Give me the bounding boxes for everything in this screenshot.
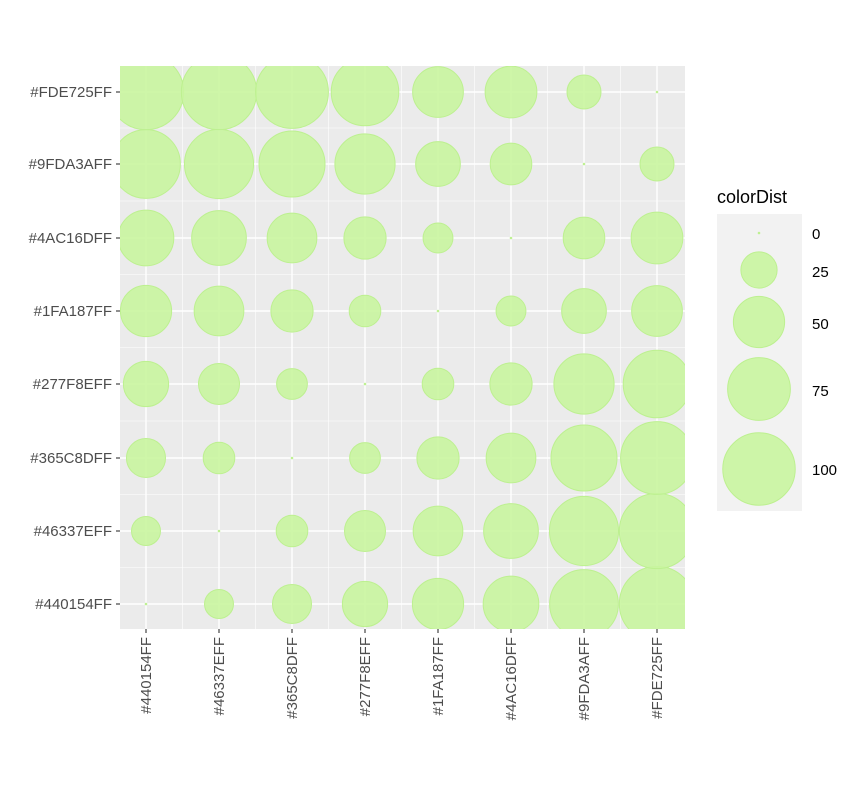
bubble-point — [582, 162, 586, 166]
bubble-point — [217, 529, 221, 533]
legend-key-bubble — [757, 231, 761, 235]
bubble-point — [120, 129, 181, 199]
legend-key-bubble — [722, 432, 796, 506]
x-tick-label: #46337EFF — [211, 637, 228, 715]
y-axis: #440154FF #46337EFF #365C8DFF #277F8EFF #1FA… — [29, 84, 120, 613]
legend-label: 0 — [812, 226, 820, 243]
bubble-point — [131, 516, 161, 546]
bubble-point — [412, 66, 464, 118]
bubble-point — [483, 503, 539, 559]
x-tick-label: #1FA187FF — [430, 637, 447, 715]
y-tick-label: #440154FF — [35, 596, 112, 613]
bubble-point — [489, 362, 533, 406]
bubble-point — [485, 432, 537, 484]
bubble-point — [330, 66, 400, 127]
bubble-point — [620, 421, 685, 495]
bubble-point — [270, 289, 314, 333]
bubble-point — [348, 294, 382, 328]
legend-label: 25 — [812, 264, 829, 281]
x-tick-label: #9FDA3AFF — [576, 637, 593, 720]
bubble-point — [561, 288, 607, 334]
bubble-point — [120, 284, 173, 338]
bubble-point — [630, 211, 684, 265]
bubble-point — [122, 360, 170, 408]
bubble-point — [183, 128, 255, 200]
bubble-point — [204, 589, 234, 619]
bubble-point — [495, 295, 527, 327]
bubble-point — [343, 216, 387, 260]
legend-label: 75 — [812, 383, 829, 400]
x-axis: #440154FF #46337EFF #365C8DFF #277F8EFF #1FA… — [138, 629, 666, 720]
y-tick-label: #4AC16DFF — [29, 230, 112, 247]
bubble-point — [415, 141, 461, 187]
bubble-point — [549, 569, 619, 629]
bubble-point — [639, 146, 675, 182]
legend-key-bubble — [732, 295, 786, 349]
bubble-point — [363, 382, 367, 386]
bubble-point — [275, 514, 309, 548]
bubble-point — [411, 577, 465, 629]
bubble-point — [436, 309, 440, 313]
bubble-point — [631, 285, 683, 337]
bubble-point — [548, 495, 620, 567]
bubble-point — [484, 66, 538, 119]
bubble-point — [550, 424, 618, 492]
bubble-point — [341, 580, 389, 628]
bubble-point — [198, 363, 240, 405]
bubble-point — [191, 210, 247, 266]
x-tick-label: #440154FF — [138, 637, 155, 714]
bubble-point — [271, 583, 313, 625]
bubble-point — [266, 212, 318, 264]
bubble-point — [416, 436, 460, 480]
x-tick-label: #365C8DFF — [284, 637, 301, 719]
bubble-point — [566, 74, 602, 110]
bubble-point — [202, 441, 236, 475]
legend-key-bubble — [727, 357, 791, 421]
bubble-point — [120, 209, 175, 267]
bubble-point — [622, 349, 685, 419]
bubble-point — [290, 456, 294, 460]
bubble-point — [618, 492, 685, 570]
bubble-point — [255, 66, 329, 129]
bubble-point — [412, 505, 464, 557]
bubble-point — [489, 142, 533, 186]
y-tick-label: #9FDA3AFF — [29, 156, 112, 173]
x-tick-label: #4AC16DFF — [503, 637, 520, 720]
bubble-layer — [120, 66, 685, 629]
bubble-point — [258, 130, 326, 198]
y-tick-label: #365C8DFF — [30, 450, 112, 467]
bubble-point — [421, 367, 455, 401]
y-tick-label: #277F8EFF — [33, 376, 112, 393]
bubble-point — [482, 575, 540, 629]
legend-key-bubble — [740, 251, 778, 289]
y-tick-label: #46337EFF — [34, 523, 112, 540]
bubble-point — [655, 90, 659, 94]
bubble-point — [344, 510, 386, 552]
bubble-point — [509, 236, 513, 240]
legend-label: 50 — [812, 316, 829, 333]
x-tick-label: #277F8EFF — [357, 637, 374, 716]
legend-title: colorDist — [717, 187, 787, 207]
bubble-point — [193, 285, 245, 337]
minor-grid — [120, 66, 685, 629]
bubble-point — [553, 353, 615, 415]
bubble-point — [125, 437, 167, 479]
bubble-point — [180, 66, 258, 131]
bubble-point — [562, 216, 606, 260]
bubble-point — [334, 133, 396, 195]
bubble-point — [349, 442, 381, 474]
legend-label: 100 — [812, 462, 837, 479]
bubble-point — [144, 602, 148, 606]
y-tick-label: #1FA187FF — [34, 303, 112, 320]
bubble-point — [276, 368, 308, 400]
size-legend: colorDist 0 25 50 75 100 — [717, 187, 837, 511]
bubble-point — [422, 222, 454, 254]
x-tick-label: #FDE725FF — [649, 637, 666, 719]
y-tick-label: #FDE725FF — [30, 84, 112, 101]
